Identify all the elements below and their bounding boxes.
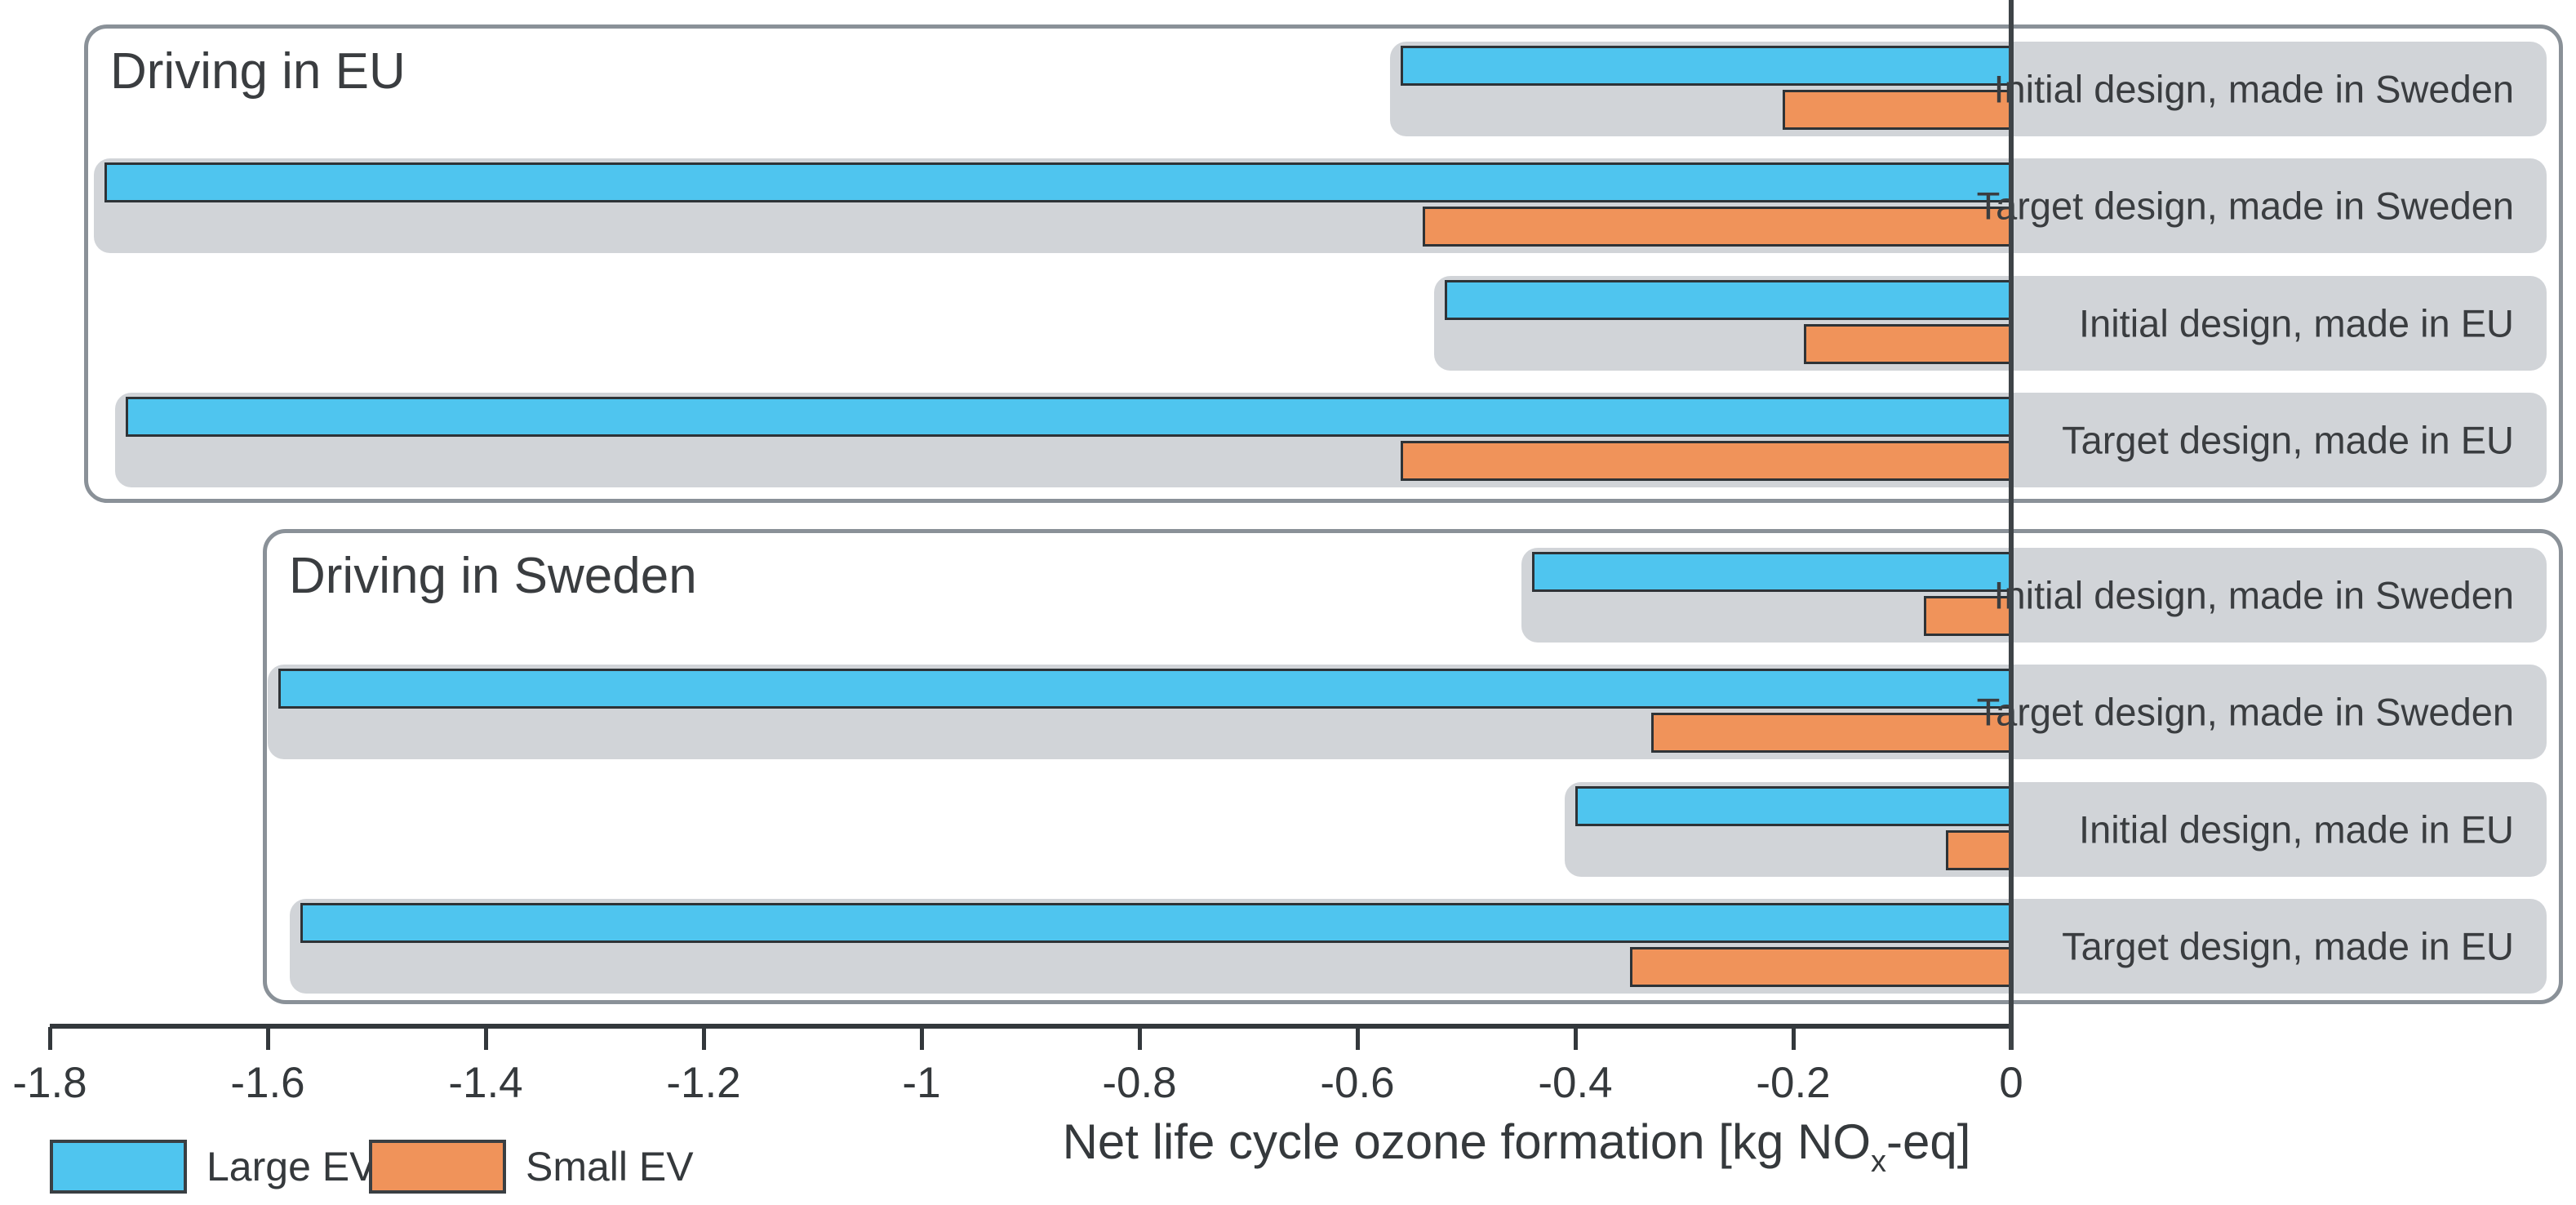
small-ev-bar: [1782, 90, 2014, 130]
legend-item-large-ev: Large EV: [50, 1140, 376, 1194]
axis-tick: [1574, 1027, 1578, 1050]
axis-tick: [920, 1027, 924, 1050]
tick-label: -1: [902, 1059, 941, 1107]
tick-label: -0.8: [1102, 1059, 1177, 1107]
legend-item-small-ev: Small EV: [369, 1140, 694, 1194]
large-ev-bar: [126, 396, 2014, 437]
large-ev-bar: [104, 162, 2014, 203]
large-ev-bar: [1401, 46, 2014, 86]
small-ev-bar: [1945, 829, 2014, 870]
small-ev-bar: [1629, 946, 2014, 987]
x-axis-line: [50, 1024, 2014, 1029]
row-label: Target design, made in Sweden: [1976, 184, 2514, 228]
axis-tick: [702, 1027, 706, 1050]
axis-tick: [48, 1027, 52, 1050]
row-label: Initial design, made in EU: [2079, 807, 2514, 852]
tick-label: -0.4: [1538, 1059, 1613, 1107]
large-ev-bar: [1531, 552, 2014, 592]
large-ev-bar: [1575, 785, 2014, 826]
large-ev-label: Large EV: [207, 1144, 377, 1189]
panel-title: Driving in Sweden: [289, 548, 697, 604]
x-axis-title-suffix: -eq]: [1886, 1114, 1971, 1169]
row-label: Initial design, made in EU: [2079, 301, 2514, 345]
small-ev-bar: [1423, 207, 2014, 247]
axis-tick: [266, 1027, 270, 1050]
large-ev-bar: [1444, 279, 2014, 320]
axis-tick: [1356, 1027, 1360, 1050]
zero-axis-line: [2009, 0, 2014, 1050]
row-label: Target design, made in Sweden: [1976, 690, 2514, 734]
x-axis-title-subscript: x: [1871, 1145, 1887, 1179]
tick-label: -1.4: [448, 1059, 523, 1107]
small-ev-bar: [1401, 440, 2014, 481]
large-ev-bar: [300, 902, 2014, 943]
axis-tick: [1792, 1027, 1796, 1050]
row-label: Target design, made in EU: [2062, 418, 2514, 462]
x-axis-title-text: Net life cycle ozone formation [kg NO: [1062, 1114, 1872, 1169]
large-ev-swatch: [50, 1140, 187, 1194]
small-ev-swatch: [369, 1140, 506, 1194]
axis-tick: [1138, 1027, 1142, 1050]
row-label: Target design, made in EU: [2062, 924, 2514, 968]
tick-label: -0.2: [1756, 1059, 1831, 1107]
small-ev-label: Small EV: [526, 1144, 694, 1189]
axis-tick: [484, 1027, 488, 1050]
row-label: Initial design, made in Sweden: [1993, 67, 2514, 111]
small-ev-bar: [1651, 713, 2014, 754]
tick-label: -1.8: [12, 1059, 87, 1107]
row-label: Initial design, made in Sweden: [1993, 573, 2514, 617]
tick-label: -1.2: [666, 1059, 741, 1107]
x-axis-title: Net life cycle ozone formation [kg NOx-e…: [1063, 1114, 1971, 1180]
tick-label: 0: [1999, 1059, 2023, 1107]
tick-label: -1.6: [230, 1059, 305, 1107]
panel-title: Driving in EU: [110, 43, 406, 100]
small-ev-bar: [1804, 323, 2014, 364]
large-ev-bar: [278, 669, 2014, 709]
tick-label: -0.6: [1320, 1059, 1395, 1107]
